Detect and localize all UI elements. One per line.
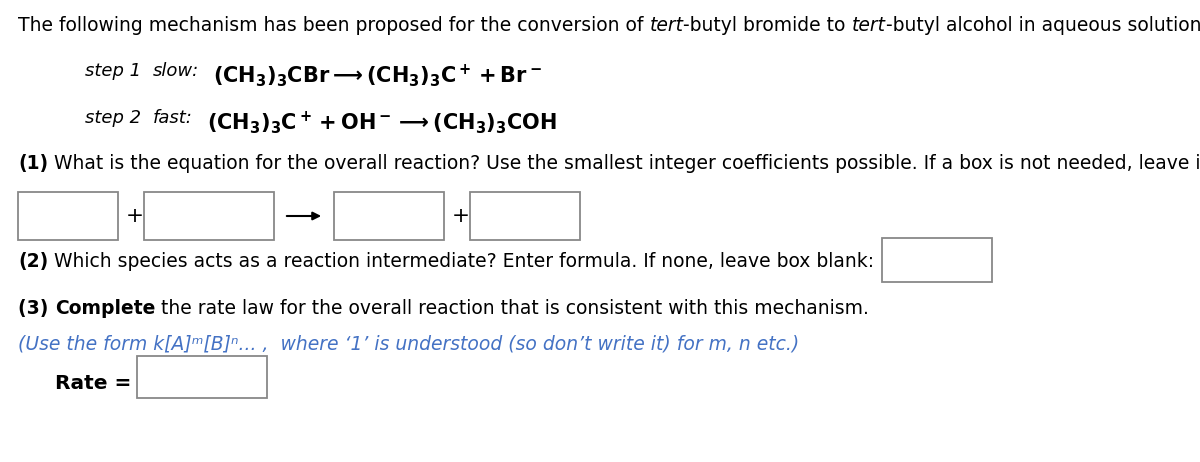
Text: step 2: step 2 [85,109,142,127]
Text: step 1: step 1 [85,62,142,80]
Text: $\mathbf{(CH_3)_3CBr \longrightarrow (CH_3)_3C^+ + Br^-}$: $\mathbf{(CH_3)_3CBr \longrightarrow (CH… [214,62,542,89]
Text: tert: tert [852,16,886,35]
Text: Rate =: Rate = [55,374,131,393]
Text: slow:: slow: [154,62,199,80]
Bar [882,238,992,282]
Text: tert: tert [649,16,683,35]
Bar [137,356,268,398]
Text: The following mechanism has been proposed for the conversion of: The following mechanism has been propose… [18,16,649,35]
Bar [470,192,580,240]
Text: (Use the form k[A]ᵐ[B]ⁿ... ,  where ‘1’ is understood (so don’t write it) for m,: (Use the form k[A]ᵐ[B]ⁿ... , where ‘1’ i… [18,334,799,353]
Text: the rate law for the overall reaction that is consistent with this mechanism.: the rate law for the overall reaction th… [155,299,869,318]
Text: -butyl alcohol in aqueous solution:: -butyl alcohol in aqueous solution: [886,16,1200,35]
Text: (1): (1) [18,154,48,173]
Text: Complete: Complete [55,299,155,318]
Text: (2): (2) [18,252,48,271]
Text: (3): (3) [18,299,55,318]
Text: +: + [452,206,470,226]
Bar [18,192,118,240]
Text: $\mathbf{(CH_3)_3C^+ + OH^- \longrightarrow (CH_3)_3COH}$: $\mathbf{(CH_3)_3C^+ + OH^- \longrightar… [208,109,557,136]
Bar [334,192,444,240]
Text: What is the equation for the overall reaction? Use the smallest integer coeffici: What is the equation for the overall rea… [48,154,1200,173]
Text: fast:: fast: [154,109,193,127]
Bar [144,192,274,240]
Text: +: + [126,206,144,226]
Text: -butyl bromide to: -butyl bromide to [683,16,852,35]
Text: Which species acts as a reaction intermediate? Enter formula. If none, leave box: Which species acts as a reaction interme… [48,252,875,271]
